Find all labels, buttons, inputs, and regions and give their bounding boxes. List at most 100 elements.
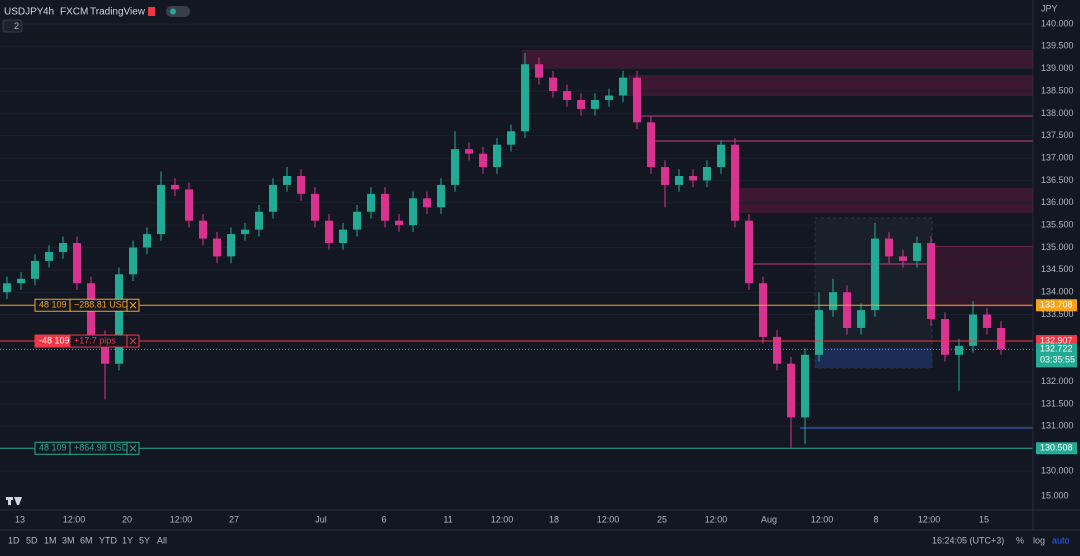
range-button[interactable]: YTD [99, 535, 118, 545]
log[interactable]: log [1033, 535, 1045, 545]
y-tick-label: 131.500 [1041, 398, 1074, 408]
currency[interactable]: JPY [1041, 3, 1058, 13]
source: TradingView [90, 7, 146, 18]
candle-body [367, 193, 375, 212]
y-tick-label: 140.000 [1041, 18, 1074, 28]
range-button[interactable]: 5D [26, 535, 38, 545]
price-axis [1033, 0, 1080, 530]
candle-body [661, 167, 669, 185]
candle-body [871, 238, 879, 311]
plot [0, 23, 1033, 472]
candle-body [591, 99, 599, 109]
candle-body [311, 193, 319, 221]
candle-body [577, 99, 585, 109]
candle-body [983, 314, 991, 328]
close-icon [129, 301, 137, 309]
candle-body [633, 77, 641, 123]
candle-body [465, 149, 473, 154]
order-label[interactable]: -48 109 +17.7 pips [34, 334, 140, 348]
candle-body [675, 175, 683, 185]
y-tick-label: 133.500 [1041, 309, 1074, 319]
interval[interactable]: 4h [43, 7, 54, 18]
candle-body [899, 256, 907, 261]
y-tick-label: 139.500 [1041, 41, 1074, 51]
order-label[interactable]: 48 109 −288.81 USD [34, 298, 140, 312]
close-icon [129, 337, 137, 345]
range-button[interactable]: 5Y [139, 535, 150, 545]
candle-body [199, 220, 207, 239]
y-tick-label: 131.000 [1041, 421, 1074, 431]
price-tag [1036, 299, 1077, 312]
candle-body [339, 229, 347, 244]
candle-body [115, 274, 123, 364]
zone [522, 50, 1033, 69]
candle-body [605, 95, 613, 100]
y-tick-label: 138.000 [1041, 108, 1074, 118]
price-tag-text: 132.722 [1040, 344, 1073, 354]
candle-body [745, 220, 753, 284]
auto[interactable]: auto [1052, 535, 1070, 545]
x-tick-label: Aug [761, 514, 777, 524]
x-tick-label: 20 [122, 514, 132, 524]
candle-body [101, 336, 109, 364]
candle-body [885, 238, 893, 257]
zone [815, 348, 932, 368]
collapse-count[interactable]: 2 [14, 21, 19, 31]
x-tick-label: 12:00 [705, 514, 728, 524]
order-pnl: −288.81 USD [74, 300, 129, 310]
candle-body [395, 220, 403, 226]
y-tick-label: 139.000 [1041, 63, 1074, 73]
close-icon [129, 444, 137, 452]
y-tick-label: 135.000 [1041, 242, 1074, 252]
y-tick-label: 138.500 [1041, 85, 1074, 95]
x-tick-label: 6 [381, 514, 386, 524]
range-button[interactable]: 1Y [122, 535, 133, 545]
x-tick-label: 12:00 [918, 514, 941, 524]
candle-body [815, 310, 823, 355]
candle-body [703, 167, 711, 181]
percent[interactable]: % [1016, 535, 1024, 545]
x-tick-label: 15 [979, 514, 989, 524]
order-label[interactable]: 48 109 +864.98 USD [34, 441, 140, 455]
order-qty: 48 109 [39, 443, 67, 453]
candle-body [423, 198, 431, 208]
candle-body [549, 77, 557, 92]
countdown: 03:35:55 [1040, 355, 1075, 365]
range-button[interactable]: 3M [62, 535, 75, 545]
range-button[interactable]: 6M [80, 535, 93, 545]
candle-body [507, 131, 515, 145]
symbol[interactable]: USDJPY [4, 7, 44, 18]
y-tick-label: 136.500 [1041, 175, 1074, 185]
order-qty: -48 109 [39, 335, 70, 345]
candle-body [171, 184, 179, 190]
candle-body [563, 91, 571, 100]
candle-body [255, 211, 263, 230]
candle-body [717, 144, 725, 168]
candle-body [969, 314, 977, 346]
candle-body [73, 243, 81, 284]
x-tick-label: 8 [873, 514, 878, 524]
toggle[interactable] [166, 6, 190, 17]
candle-body [801, 354, 809, 418]
zone [628, 75, 1033, 96]
y-tick-label: 134.500 [1041, 264, 1074, 274]
range-button[interactable]: 1D [8, 535, 20, 545]
toolbar: 1D 5D 1M 3M 6M YTD 1Y 5Y All [8, 535, 167, 545]
range-button[interactable]: All [157, 535, 167, 545]
y-tick-label: 137.000 [1041, 152, 1074, 162]
candle-body [535, 64, 543, 78]
candle-body [185, 189, 193, 221]
range-button[interactable]: 1M [44, 535, 57, 545]
y-tick-label: 130.000 [1041, 465, 1074, 475]
collapse-button[interactable] [2, 19, 23, 33]
candle-body [451, 149, 459, 185]
logo [6, 497, 22, 505]
candle-body [773, 336, 781, 364]
axis: 140.000 139.500 139.000 138.500 138.000 137.5… [15, 18, 1077, 524]
y-tick-label: 15.000 [1041, 490, 1069, 500]
flag-icon[interactable] [148, 7, 155, 16]
candle-body [227, 234, 235, 257]
price-tag-text: 133.708 [1040, 300, 1073, 310]
x-tick-label: 12:00 [170, 514, 193, 524]
